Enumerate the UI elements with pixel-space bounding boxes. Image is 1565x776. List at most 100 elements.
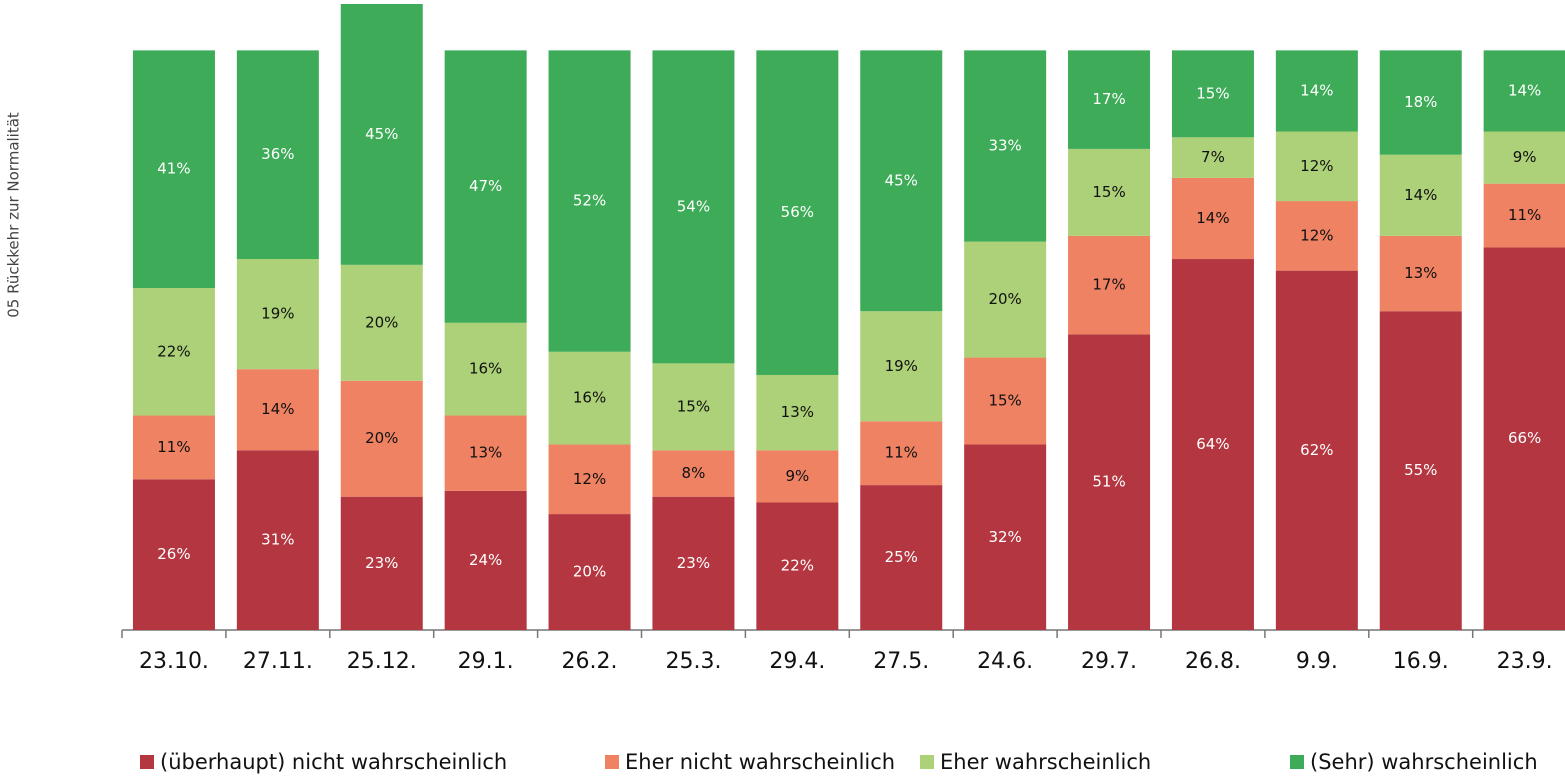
value-label: 47% (469, 177, 502, 195)
bar-segment (236, 259, 319, 370)
value-label: 23% (365, 554, 398, 572)
bar-segment (548, 444, 631, 515)
bar-segment (132, 415, 215, 480)
bar-segment (444, 415, 527, 491)
value-label: 62% (1300, 441, 1333, 459)
value-label: 56% (781, 203, 814, 221)
bar-segment (1171, 177, 1254, 260)
x-tick-label: 27.11. (243, 649, 313, 674)
bar-segment (236, 50, 319, 260)
value-label: 12% (1300, 157, 1333, 175)
value-label: 52% (573, 192, 606, 210)
bar-segment (1483, 131, 1565, 184)
x-tick-label: 24.6. (977, 649, 1033, 674)
value-label: 9% (785, 467, 809, 485)
value-label: 7% (1201, 148, 1225, 166)
bar-segment (340, 496, 423, 630)
x-tick-label: 26.8. (1185, 649, 1241, 674)
value-label: 15% (988, 392, 1021, 410)
bar-segment (1379, 235, 1462, 312)
bar-segment (236, 369, 319, 451)
bar-segment (756, 374, 839, 451)
bar-segment (964, 357, 1047, 445)
value-label: 17% (1092, 276, 1125, 294)
bar-segment (1171, 259, 1254, 630)
x-tick-label: 27.5. (873, 649, 929, 674)
value-label: 20% (573, 563, 606, 581)
bar-segment (860, 50, 943, 312)
bar-segment (756, 50, 839, 375)
value-label: 15% (1196, 84, 1229, 102)
bar-segment (1275, 131, 1358, 202)
bar-segment (1171, 137, 1254, 178)
bar-segment (652, 50, 735, 364)
bar-segment (1379, 311, 1462, 630)
legend-label: (überhaupt) nicht wahrscheinlich (160, 750, 507, 774)
bar-segment (1483, 50, 1565, 132)
value-label: 14% (1404, 186, 1437, 204)
bar-segment (756, 450, 839, 503)
value-label: 45% (885, 171, 918, 189)
value-label: 19% (885, 357, 918, 375)
legend-swatch (140, 755, 154, 769)
value-label: 25% (885, 548, 918, 566)
value-label: 23% (677, 554, 710, 572)
legend-swatch (1290, 755, 1304, 769)
bar-segment (548, 514, 631, 630)
bar-segment (548, 50, 631, 352)
value-label: 17% (1092, 90, 1125, 108)
value-label: 20% (365, 313, 398, 331)
bar-segment (548, 351, 631, 445)
legend-swatch (920, 755, 934, 769)
value-label: 8% (682, 464, 706, 482)
bar-segment (1483, 183, 1565, 248)
value-label: 13% (469, 444, 502, 462)
bar-segment (132, 288, 215, 416)
value-label: 24% (469, 551, 502, 569)
bar-segment (1379, 50, 1462, 155)
bar-segment (1068, 235, 1151, 335)
bar-segment (1275, 50, 1358, 132)
bar-segment (964, 241, 1047, 358)
bar-segment (340, 380, 423, 497)
bar-segment (340, 4, 423, 265)
x-tick-label: 29.7. (1081, 649, 1137, 674)
value-label: 31% (261, 531, 294, 549)
bar-segment (1068, 148, 1151, 236)
x-tick-label: 23.10. (139, 649, 209, 674)
bar-segment (236, 450, 319, 630)
bar-segment (132, 50, 215, 289)
value-label: 11% (157, 438, 190, 456)
value-label: 26% (157, 545, 190, 563)
value-label: 12% (573, 470, 606, 488)
value-label: 12% (1300, 226, 1333, 244)
value-label: 32% (988, 528, 1021, 546)
legend-label: Eher nicht wahrscheinlich (625, 750, 895, 774)
x-tick-label: 29.1. (458, 649, 514, 674)
bar-segment (1068, 50, 1151, 149)
bar-segment (964, 444, 1047, 630)
legend-swatch (605, 755, 619, 769)
x-tick-label: 16.9. (1393, 649, 1449, 674)
bar-segment (652, 496, 735, 630)
x-tick-label: 29.4. (769, 649, 825, 674)
x-tick-label: 25.3. (665, 649, 721, 674)
value-label: 15% (677, 397, 710, 415)
value-label: 36% (261, 145, 294, 163)
bar-segment (1171, 50, 1254, 138)
value-label: 20% (988, 290, 1021, 308)
value-label: 64% (1196, 435, 1229, 453)
value-label: 9% (1513, 148, 1537, 166)
legend-label: (Sehr) wahrscheinlich (1310, 750, 1538, 774)
value-label: 54% (677, 197, 710, 215)
bar-segment (340, 264, 423, 381)
value-label: 11% (885, 444, 918, 462)
value-label: 51% (1092, 473, 1125, 491)
value-label: 19% (261, 305, 294, 323)
legend-label: Eher wahrscheinlich (940, 750, 1151, 774)
value-label: 16% (469, 360, 502, 378)
value-label: 11% (1508, 206, 1541, 224)
value-label: 22% (157, 342, 190, 360)
value-label: 22% (781, 557, 814, 575)
